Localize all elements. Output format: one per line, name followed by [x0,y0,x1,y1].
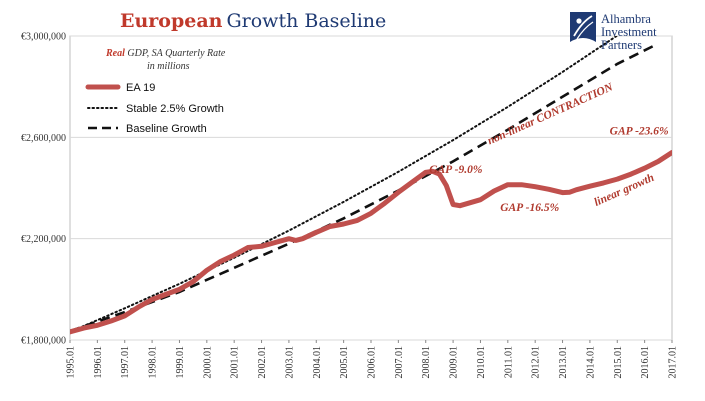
x-tick-label: 2000.01 [202,346,213,379]
annotation-label: GAP -16.5% [500,202,559,214]
chart-title: European Growth Baseline [120,10,386,32]
chart-title-accent: European [120,10,223,32]
x-tick-label: 2017.01 [668,346,679,379]
legend-label-baseline: Baseline Growth [126,123,207,135]
series-layer [70,36,672,335]
chart-subtitle: Real GDP, SA Quarterly Rate [105,48,226,59]
y-tick-label: €1,800,000 [21,336,66,347]
plot-area [69,35,673,341]
y-axis: €1,800,000 €2,200,000 €2,600,000 €3,000,000 [21,32,66,347]
logo-line1: Alhambra [601,12,651,26]
legend-label-stable: Stable 2.5% Growth [126,103,224,115]
x-tick-label: 2013.01 [558,346,569,379]
x-tick-label: 2010.01 [476,346,487,379]
x-tick-label: 2001.01 [230,346,241,379]
x-tick-label: 2012.01 [531,346,542,379]
x-tick-label: 2007.01 [394,346,405,379]
x-tick-label: 2015.01 [613,346,624,379]
y-tick-label: €2,200,000 [21,234,66,245]
series-line-baseline-growth [70,43,657,333]
subtitle-line1: GDP, SA Quarterly Rate [125,48,226,59]
alhambra-logo: Alhambra Investment Partners [570,12,657,52]
x-tick-label: 1997.01 [120,346,131,379]
chart-title-main: Growth Baseline [226,10,386,32]
x-tick-label: 2005.01 [339,346,350,379]
x-tick-label: 2016.01 [640,346,651,379]
logo-line2: Investment [601,25,657,39]
annotation-label: GAP -23.6% [610,125,669,137]
x-tick-label: 2009.01 [449,346,460,379]
x-tick-label: 1996.01 [93,346,104,379]
series-line-ea19 [70,150,672,335]
x-tick-label: 2002.01 [257,346,268,379]
x-tick-label: 2014.01 [585,346,596,379]
legend: EA 19 Stable 2.5% Growth Baseline Growth [85,82,224,135]
y-tick-label: €3,000,000 [21,32,66,43]
x-tick-label: 2011.01 [503,346,514,378]
series-line-stable-growth [70,36,619,333]
x-tick-label: 2003.01 [284,346,295,379]
x-tick-label: 1995.01 [66,346,77,379]
annotation-label: GAP -9.0% [429,164,482,176]
x-tick-label: 2008.01 [421,346,432,379]
x-tick-label: 2004.01 [312,346,323,379]
x-tick-label: 2006.01 [367,346,378,379]
x-tick-label: 1998.01 [148,346,159,379]
x-tick-label: 1999.01 [175,346,186,379]
chart-subtitle-line2: in millions [147,61,190,72]
alhambra-logo-icon [570,12,596,42]
logo-line3: Partners [601,38,642,52]
x-axis: 1995.01 1996.01 1997.01 1998.01 1999.01 2000.… [66,340,679,379]
legend-label-ea19: EA 19 [126,82,155,94]
subtitle-emphasis: Real [105,48,125,59]
y-tick-label: €2,600,000 [21,133,66,144]
